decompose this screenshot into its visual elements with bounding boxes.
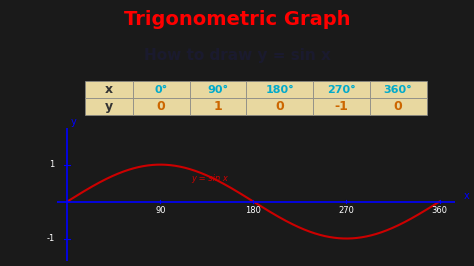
Text: 1: 1 <box>214 100 222 113</box>
FancyBboxPatch shape <box>313 81 370 98</box>
FancyBboxPatch shape <box>246 98 313 115</box>
Text: 90: 90 <box>155 206 165 215</box>
FancyBboxPatch shape <box>133 81 190 98</box>
FancyBboxPatch shape <box>85 98 133 115</box>
FancyBboxPatch shape <box>370 81 427 98</box>
Text: -1: -1 <box>46 234 55 243</box>
FancyBboxPatch shape <box>246 81 313 98</box>
Text: x: x <box>463 191 469 201</box>
Text: 180: 180 <box>246 206 261 215</box>
Text: How to draw y = sin x: How to draw y = sin x <box>144 48 330 63</box>
Text: y: y <box>105 100 113 113</box>
Text: 270: 270 <box>338 206 355 215</box>
Text: 0: 0 <box>394 100 402 113</box>
Text: -1: -1 <box>334 100 348 113</box>
Text: 90°: 90° <box>208 85 228 95</box>
FancyBboxPatch shape <box>85 81 133 98</box>
Text: 0°: 0° <box>155 85 168 95</box>
Text: 0: 0 <box>157 100 165 113</box>
Text: y = sin x: y = sin x <box>191 174 228 183</box>
Text: x: x <box>105 83 113 96</box>
FancyBboxPatch shape <box>370 98 427 115</box>
Text: 1: 1 <box>50 160 55 169</box>
FancyBboxPatch shape <box>190 81 246 98</box>
Text: 360: 360 <box>431 206 447 215</box>
Text: 0: 0 <box>275 100 284 113</box>
Text: 180°: 180° <box>265 85 294 95</box>
FancyBboxPatch shape <box>313 98 370 115</box>
Text: y: y <box>70 117 76 127</box>
FancyBboxPatch shape <box>133 98 190 115</box>
FancyBboxPatch shape <box>190 98 246 115</box>
Text: 360°: 360° <box>384 85 412 95</box>
Text: 270°: 270° <box>327 85 356 95</box>
Text: Trigonometric Graph: Trigonometric Graph <box>124 10 350 28</box>
